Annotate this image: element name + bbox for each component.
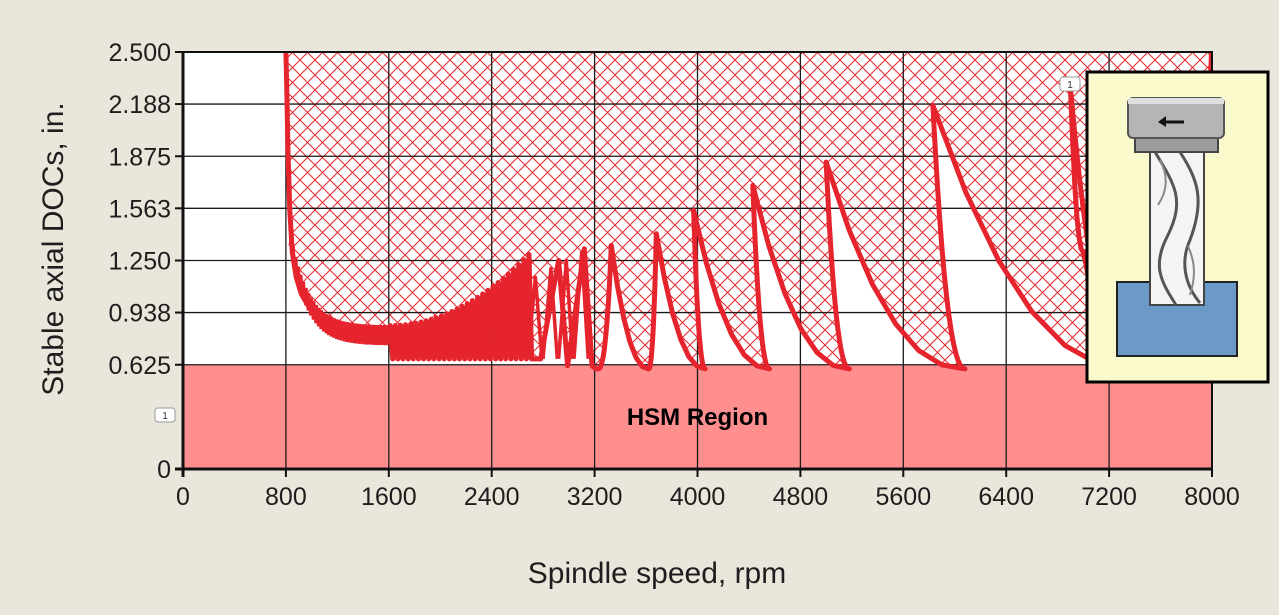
- x-axis-title: Spindle speed, rpm: [528, 557, 787, 590]
- x-axis-ticks: 0 800 1600 2400 3200 4000 4800 5600 6400 7200 8000: [176, 469, 1240, 511]
- x-tick-label: 2400: [464, 483, 520, 511]
- x-tick-label: 800: [265, 483, 307, 511]
- x-tick-label: 5600: [875, 483, 931, 511]
- x-tick-label: 6400: [978, 483, 1034, 511]
- x-tick-label: 4800: [773, 483, 829, 511]
- svg-text:1: 1: [1067, 80, 1073, 91]
- y-tick-label: 1.875: [108, 143, 171, 171]
- mid-speed-lobes: [464, 250, 590, 360]
- y-tick-label: 0: [157, 456, 171, 484]
- x-tick-label: 0: [176, 483, 190, 511]
- end-mill-cutting-workpiece-icon: [1116, 97, 1238, 357]
- y-axis-title: Stable axial DOCs, in.: [37, 102, 70, 395]
- hsm-region-label: HSM Region: [627, 404, 768, 431]
- y-tick-label: 1.250: [108, 248, 171, 276]
- y-tick-label: 0.625: [108, 352, 171, 380]
- y-tick-label: 1.563: [108, 195, 171, 223]
- low-speed-dense-lobes: [288, 232, 390, 346]
- x-tick-label: 4000: [670, 483, 726, 511]
- badge-1: 1: [154, 407, 176, 423]
- x-tick-label: 3200: [567, 483, 623, 511]
- x-tick-label: 7200: [1081, 483, 1137, 511]
- y-axis-ticks: 0 0.625 0.938 1.250 1.563 1.875 2.188 2.500: [108, 39, 183, 484]
- svg-text:1: 1: [162, 411, 168, 422]
- inset-illustration: [1085, 70, 1270, 384]
- y-tick-label: 2.188: [108, 91, 171, 119]
- y-tick-label: 0.938: [108, 300, 171, 328]
- x-tick-label: 1600: [361, 483, 417, 511]
- y-tick-label: 2.500: [108, 39, 171, 67]
- x-tick-label: 8000: [1184, 483, 1240, 511]
- badge-2: 1: [1059, 76, 1081, 92]
